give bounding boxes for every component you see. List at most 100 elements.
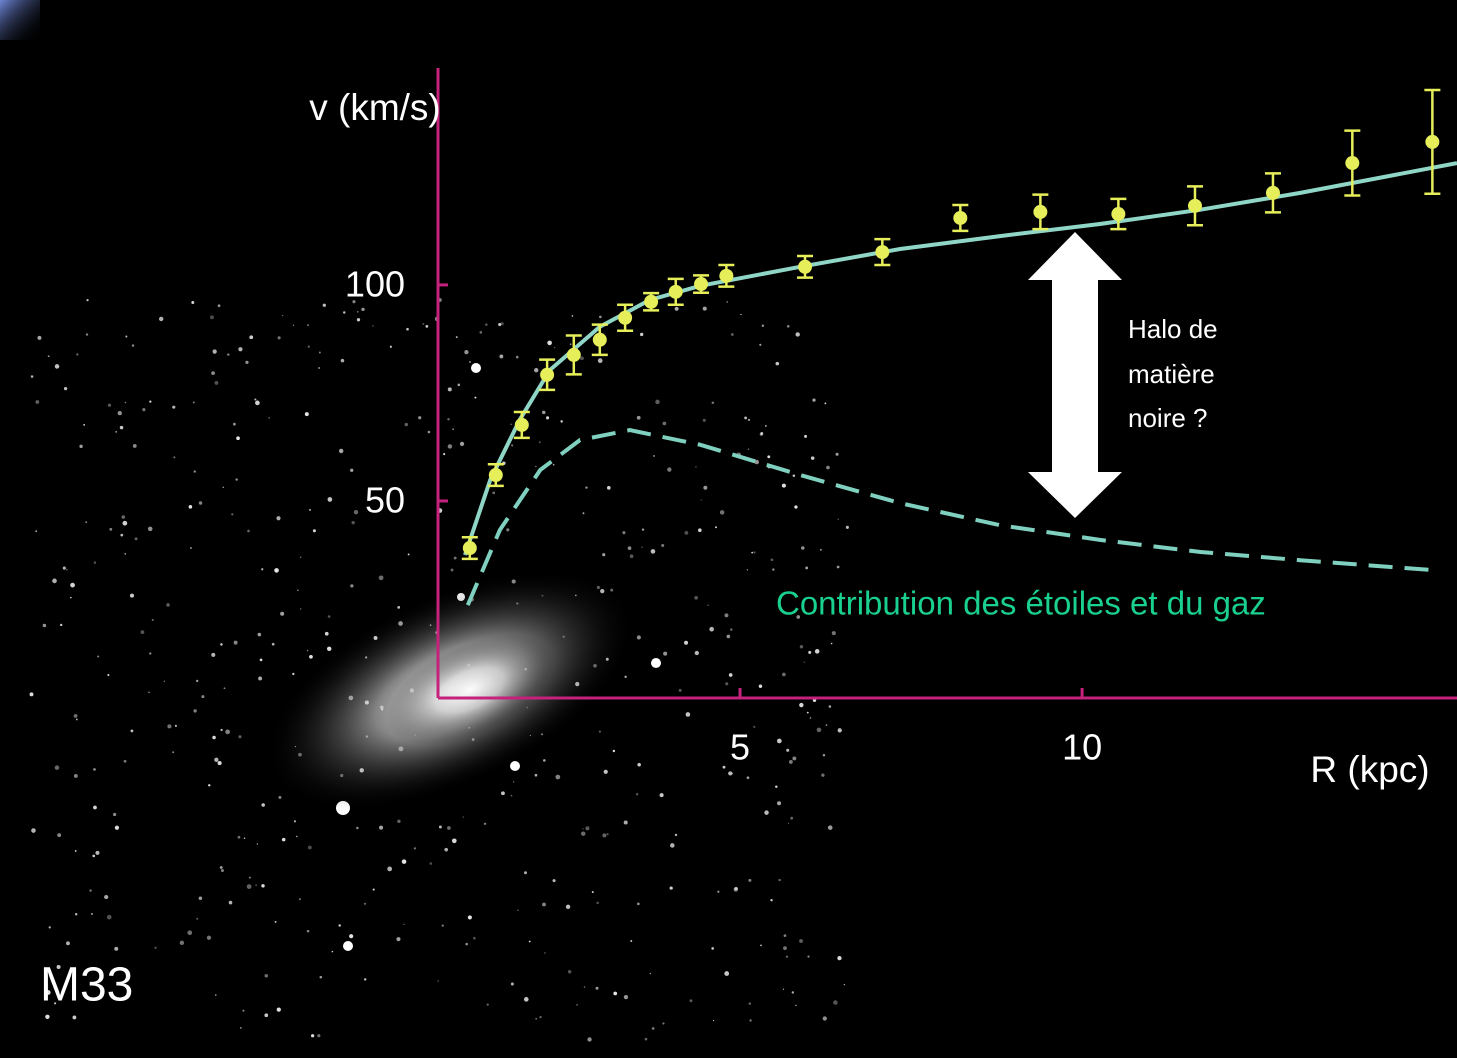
star bbox=[240, 1027, 242, 1029]
star bbox=[764, 810, 768, 814]
star bbox=[293, 325, 294, 326]
star bbox=[554, 347, 555, 348]
star bbox=[242, 1010, 244, 1012]
star bbox=[566, 905, 570, 909]
star bbox=[258, 676, 262, 680]
star bbox=[686, 712, 691, 717]
annotation-components: Contribution des étoiles et du gaz bbox=[776, 585, 1266, 622]
data-point bbox=[644, 295, 658, 309]
star bbox=[300, 608, 302, 610]
star bbox=[201, 695, 204, 698]
star bbox=[261, 884, 264, 887]
star bbox=[152, 619, 154, 621]
star bbox=[55, 364, 60, 369]
data-point bbox=[953, 211, 967, 225]
star bbox=[474, 397, 476, 399]
star bbox=[747, 776, 750, 779]
star bbox=[695, 466, 696, 467]
star bbox=[108, 404, 111, 407]
star bbox=[694, 596, 698, 600]
star bbox=[328, 615, 331, 618]
star bbox=[120, 534, 123, 537]
star bbox=[487, 1003, 489, 1005]
star bbox=[115, 826, 119, 830]
star bbox=[684, 531, 688, 535]
star bbox=[740, 314, 741, 315]
star bbox=[463, 816, 464, 817]
star bbox=[804, 661, 805, 662]
star bbox=[118, 411, 122, 415]
star bbox=[309, 655, 313, 659]
star bbox=[539, 1016, 541, 1018]
star bbox=[524, 997, 529, 1002]
star bbox=[576, 1004, 577, 1005]
star bbox=[249, 335, 253, 339]
star bbox=[833, 1000, 838, 1005]
data-point bbox=[1033, 205, 1047, 219]
star bbox=[278, 796, 281, 799]
star bbox=[492, 492, 495, 495]
star bbox=[220, 866, 223, 869]
star bbox=[695, 651, 699, 655]
star bbox=[712, 401, 715, 404]
star bbox=[810, 717, 812, 719]
star bbox=[828, 825, 833, 830]
star bbox=[837, 956, 841, 960]
star bbox=[795, 332, 799, 336]
star bbox=[148, 692, 150, 694]
star bbox=[403, 924, 404, 925]
star bbox=[244, 838, 245, 839]
star bbox=[607, 486, 611, 490]
star bbox=[210, 315, 214, 319]
star bbox=[726, 301, 728, 303]
star bbox=[829, 705, 832, 708]
star bbox=[307, 930, 310, 933]
star bbox=[675, 834, 677, 836]
star bbox=[231, 513, 233, 515]
star bbox=[255, 884, 256, 885]
star bbox=[460, 442, 464, 446]
star bbox=[109, 528, 112, 531]
star bbox=[422, 323, 424, 325]
star bbox=[747, 569, 748, 570]
data-point bbox=[593, 333, 607, 347]
star bbox=[234, 641, 238, 645]
star bbox=[568, 970, 572, 974]
star bbox=[166, 603, 170, 607]
star bbox=[308, 846, 312, 850]
star bbox=[107, 674, 109, 676]
star bbox=[720, 510, 725, 515]
star bbox=[172, 751, 174, 753]
star bbox=[448, 444, 452, 448]
annotation-line: Halo de bbox=[1128, 314, 1218, 344]
star bbox=[655, 400, 659, 404]
star bbox=[86, 333, 88, 335]
star bbox=[698, 528, 702, 532]
star bbox=[624, 676, 626, 678]
x-tick-label: 5 bbox=[730, 727, 750, 768]
star bbox=[542, 411, 546, 415]
star bbox=[630, 554, 634, 558]
star bbox=[277, 1007, 281, 1011]
star bbox=[191, 301, 194, 304]
star bbox=[454, 557, 457, 560]
star bbox=[233, 423, 236, 426]
star bbox=[79, 445, 82, 448]
star bbox=[728, 771, 732, 775]
star bbox=[89, 889, 91, 891]
slide-corner bbox=[0, 0, 40, 40]
star bbox=[245, 361, 248, 364]
star bbox=[790, 817, 793, 820]
star bbox=[64, 387, 67, 390]
star bbox=[297, 590, 298, 591]
star bbox=[599, 731, 601, 733]
star bbox=[807, 712, 809, 714]
star bbox=[817, 728, 822, 733]
star bbox=[759, 685, 762, 688]
star bbox=[513, 781, 514, 782]
star bbox=[792, 991, 794, 993]
star bbox=[731, 333, 734, 336]
star bbox=[592, 891, 594, 893]
star bbox=[121, 515, 125, 519]
star bbox=[748, 419, 750, 421]
